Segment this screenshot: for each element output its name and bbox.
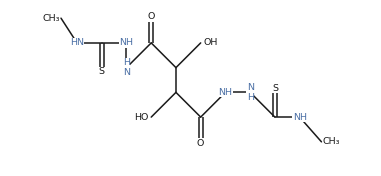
Text: S: S bbox=[99, 67, 105, 77]
Text: HN: HN bbox=[70, 38, 84, 47]
Text: H
N: H N bbox=[123, 58, 130, 77]
Text: NH: NH bbox=[293, 113, 307, 122]
Text: OH: OH bbox=[203, 38, 218, 47]
Text: O: O bbox=[197, 139, 204, 148]
Text: CH₃: CH₃ bbox=[323, 137, 340, 146]
Text: S: S bbox=[272, 83, 278, 93]
Text: HO: HO bbox=[134, 113, 148, 122]
Text: CH₃: CH₃ bbox=[42, 14, 59, 23]
Text: NH: NH bbox=[218, 88, 232, 97]
Text: O: O bbox=[147, 12, 155, 21]
Text: NH: NH bbox=[120, 38, 133, 47]
Text: N
H: N H bbox=[247, 83, 254, 102]
